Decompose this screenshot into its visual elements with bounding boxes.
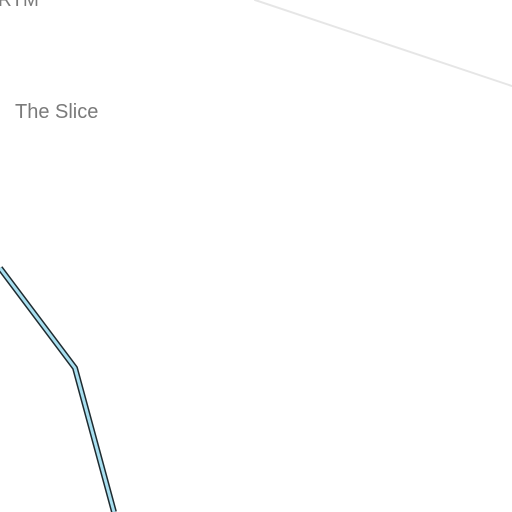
place-label-rtm[interactable]: RTM [0, 0, 39, 11]
route-path[interactable] [0, 266, 117, 512]
place-label-the-slice[interactable]: The Slice [15, 101, 99, 123]
road-line [254, 0, 512, 87]
route-path-outline [0, 266, 117, 512]
route-path-fill [0, 267, 116, 512]
